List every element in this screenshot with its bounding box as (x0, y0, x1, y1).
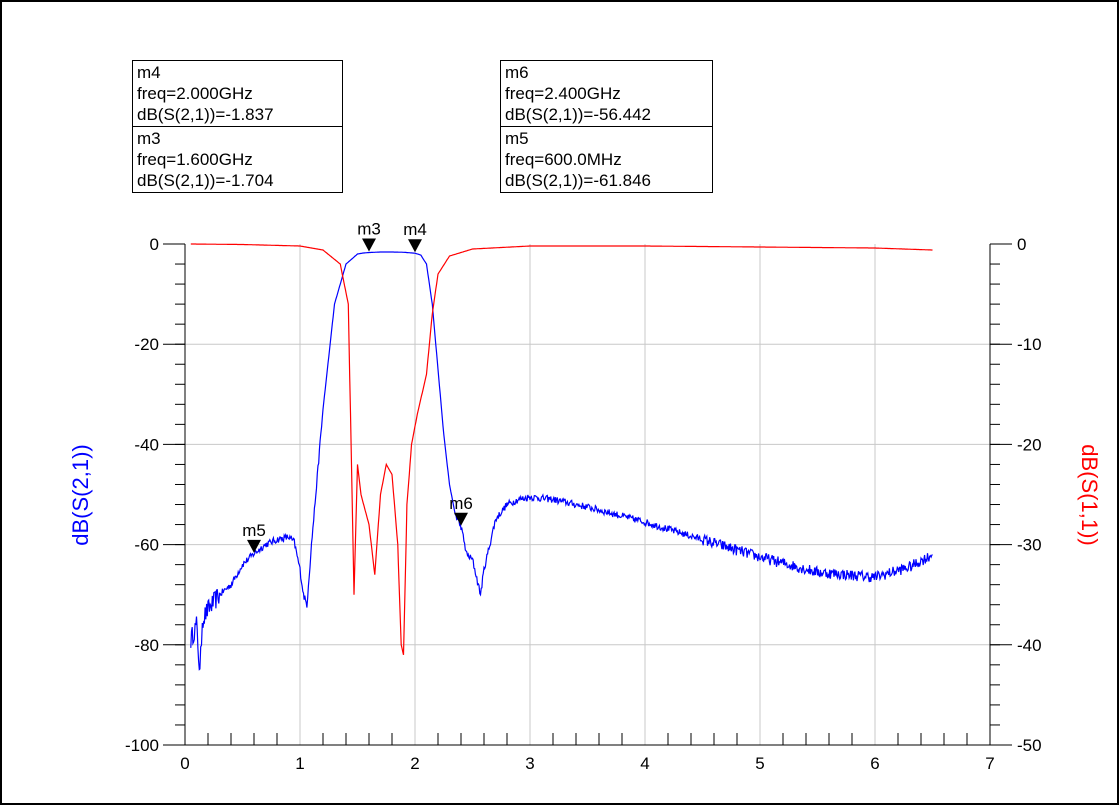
readout-marker: m5 (505, 129, 529, 148)
right-tick-label: -20 (1017, 435, 1042, 454)
series-line-s21 (190, 251, 933, 671)
left-tick-label: -80 (134, 636, 159, 655)
x-tick-label: 5 (755, 754, 764, 773)
readout-box-m3: m3 freq=1.600GHz dB(S(2,1))=-1.704 (132, 126, 343, 193)
right-tick-label: -50 (1017, 736, 1042, 755)
right-tick-label: -10 (1017, 335, 1042, 354)
axes: 0 1 2 3 4 5 6 7 0 -20 -40 -60 -80 -100 0 -10 -20 -30 -40 -5… (125, 235, 1042, 773)
x-tick-label: 6 (870, 754, 879, 773)
readout-marker: m6 (505, 63, 529, 82)
marker-label-m4: m4 (403, 220, 427, 239)
marker-m3 (362, 238, 376, 252)
left-tick-label: -60 (134, 536, 159, 555)
minor-ticks (175, 243, 1000, 746)
readout-marker: m3 (137, 129, 161, 148)
readout-freq: freq=2.400GHz (505, 84, 621, 103)
marker-label-m5: m5 (242, 521, 266, 540)
marker-m5 (247, 539, 261, 553)
left-axis-title: dB(S(2,1)) (68, 444, 93, 545)
right-tick-label: -40 (1017, 636, 1042, 655)
readout-value: dB(S(2,1))=-1.704 (137, 171, 274, 190)
readout-freq: freq=600.0MHz (505, 150, 622, 169)
x-tick-label: 7 (985, 754, 994, 773)
marker-m4 (408, 239, 422, 253)
x-tick-label: 2 (410, 754, 419, 773)
right-tick-label: 0 (1017, 235, 1026, 254)
x-tick-label: 1 (295, 754, 304, 773)
readout-box-m4: m4 freq=2.000GHz dB(S(2,1))=-1.837 (132, 60, 343, 127)
readout-marker: m4 (137, 63, 161, 82)
right-tick-label: -30 (1017, 536, 1042, 555)
grid-lines (185, 244, 990, 745)
readout-freq: freq=1.600GHz (137, 150, 253, 169)
readout-value: dB(S(2,1))=-61.846 (505, 171, 651, 190)
marker-layer: m5 m3 m4 m6 (242, 220, 473, 553)
marker-label-m6: m6 (449, 494, 473, 513)
left-tick-label: -100 (125, 736, 159, 755)
readout-box-m5: m5 freq=600.0MHz dB(S(2,1))=-61.846 (500, 126, 713, 193)
left-tick-label: -40 (134, 435, 159, 454)
x-tick-label: 0 (180, 754, 189, 773)
marker-m6 (454, 512, 468, 526)
x-tick-label: 3 (525, 754, 534, 773)
readout-freq: freq=2.000GHz (137, 84, 253, 103)
x-tick-label: 4 (640, 754, 649, 773)
readout-value: dB(S(2,1))=-1.837 (137, 105, 274, 124)
readout-value: dB(S(2,1))=-56.442 (505, 105, 651, 124)
readout-box-m6: m6 freq=2.400GHz dB(S(2,1))=-56.442 (500, 60, 713, 127)
series-layer (190, 243, 933, 671)
series-line-s11 (190, 243, 933, 655)
left-tick-label: 0 (150, 235, 159, 254)
marker-label-m3: m3 (357, 220, 381, 239)
left-tick-label: -20 (134, 335, 159, 354)
right-axis-title: dB(S(1,1)) (1077, 444, 1102, 545)
